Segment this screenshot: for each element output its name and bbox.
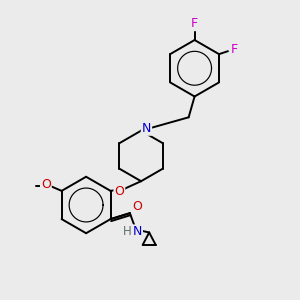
Text: O: O <box>41 178 51 190</box>
Text: H: H <box>123 225 132 239</box>
Text: N: N <box>133 225 142 239</box>
Text: O: O <box>114 185 124 198</box>
Text: F: F <box>191 17 198 30</box>
Text: O: O <box>132 200 142 213</box>
Text: F: F <box>231 43 238 56</box>
Text: N: N <box>142 122 151 135</box>
